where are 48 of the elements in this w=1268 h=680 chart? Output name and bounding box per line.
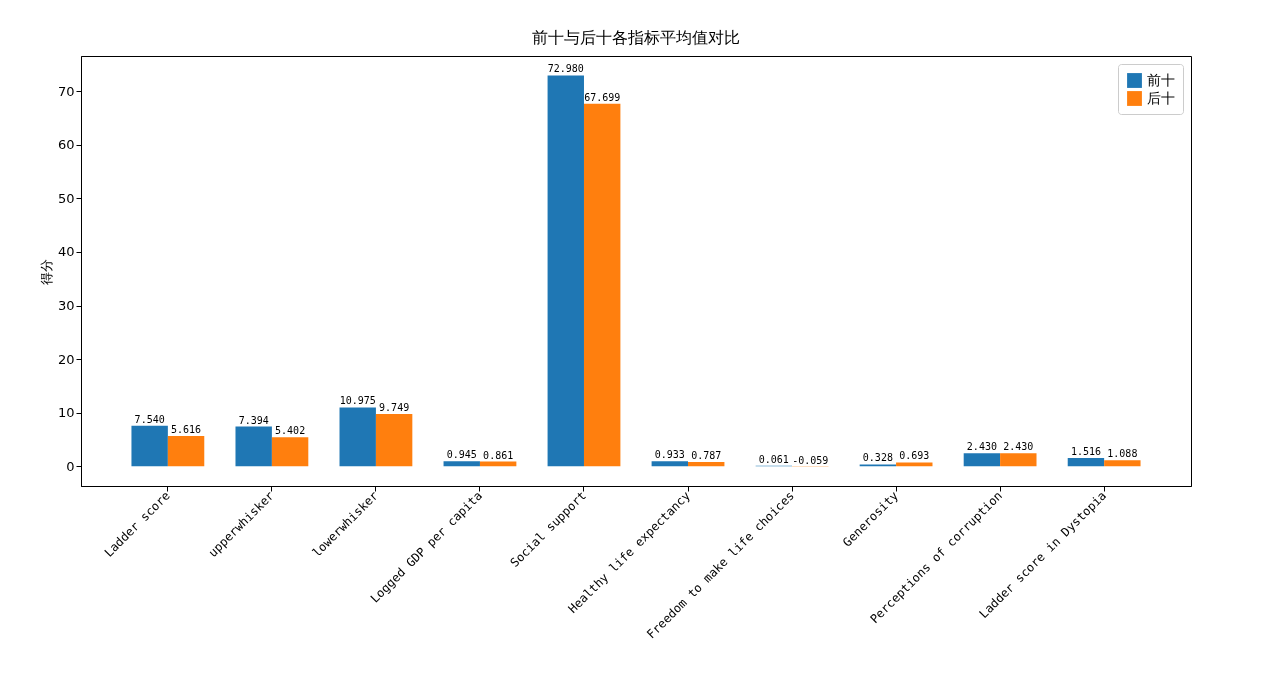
bar <box>1000 453 1037 467</box>
data-label: 1.088 <box>1107 448 1138 460</box>
y-tick-label: 10 <box>57 405 75 421</box>
data-label: 72.980 <box>547 63 584 75</box>
y-tick-label: 20 <box>57 351 75 367</box>
data-label: 5.402 <box>275 425 306 437</box>
y-axis-title: 得分 <box>38 258 54 285</box>
bar <box>583 103 621 467</box>
legend-label: 前十 <box>1147 71 1175 88</box>
y-tick-label: 50 <box>57 190 75 206</box>
bar <box>896 462 933 467</box>
y-tick-label: 40 <box>57 244 75 260</box>
y-tick-label: 60 <box>57 137 75 153</box>
bar <box>443 461 480 467</box>
bar <box>1067 458 1105 467</box>
bar <box>339 407 376 467</box>
y-tick-label: 70 <box>57 83 75 99</box>
data-label: 1.516 <box>1070 446 1101 458</box>
y-tick-label: 30 <box>57 298 75 314</box>
data-label: 0.861 <box>483 449 514 461</box>
bar <box>651 461 689 467</box>
legend-label: 后十 <box>1147 89 1175 106</box>
bar <box>688 461 725 467</box>
data-label: 0.787 <box>691 449 722 461</box>
data-label: 10.975 <box>339 395 376 407</box>
bar <box>963 453 1001 467</box>
data-label: 2.430 <box>966 441 997 453</box>
bar <box>271 437 309 467</box>
data-label: 67.699 <box>584 91 621 103</box>
bar <box>235 426 272 467</box>
data-label: 0.945 <box>446 449 477 461</box>
data-label: 2.430 <box>1003 441 1034 453</box>
chart-title: 前十与后十各指标平均值对比 <box>532 28 740 47</box>
data-label: 0.693 <box>899 450 930 462</box>
y-tick-label: 0 <box>66 458 75 474</box>
data-label: 7.540 <box>134 413 165 425</box>
data-label: 7.394 <box>238 414 269 426</box>
data-label: 0.328 <box>862 452 893 464</box>
data-label: 0.933 <box>654 449 685 461</box>
bar <box>1104 460 1141 467</box>
bar <box>131 425 168 467</box>
bar <box>547 75 584 467</box>
data-label: 0.061 <box>758 453 789 465</box>
bar <box>167 436 205 467</box>
data-label: -0.059 <box>792 454 829 466</box>
data-label: 9.749 <box>379 401 410 413</box>
data-label: 5.616 <box>171 424 202 436</box>
bar <box>375 413 413 467</box>
